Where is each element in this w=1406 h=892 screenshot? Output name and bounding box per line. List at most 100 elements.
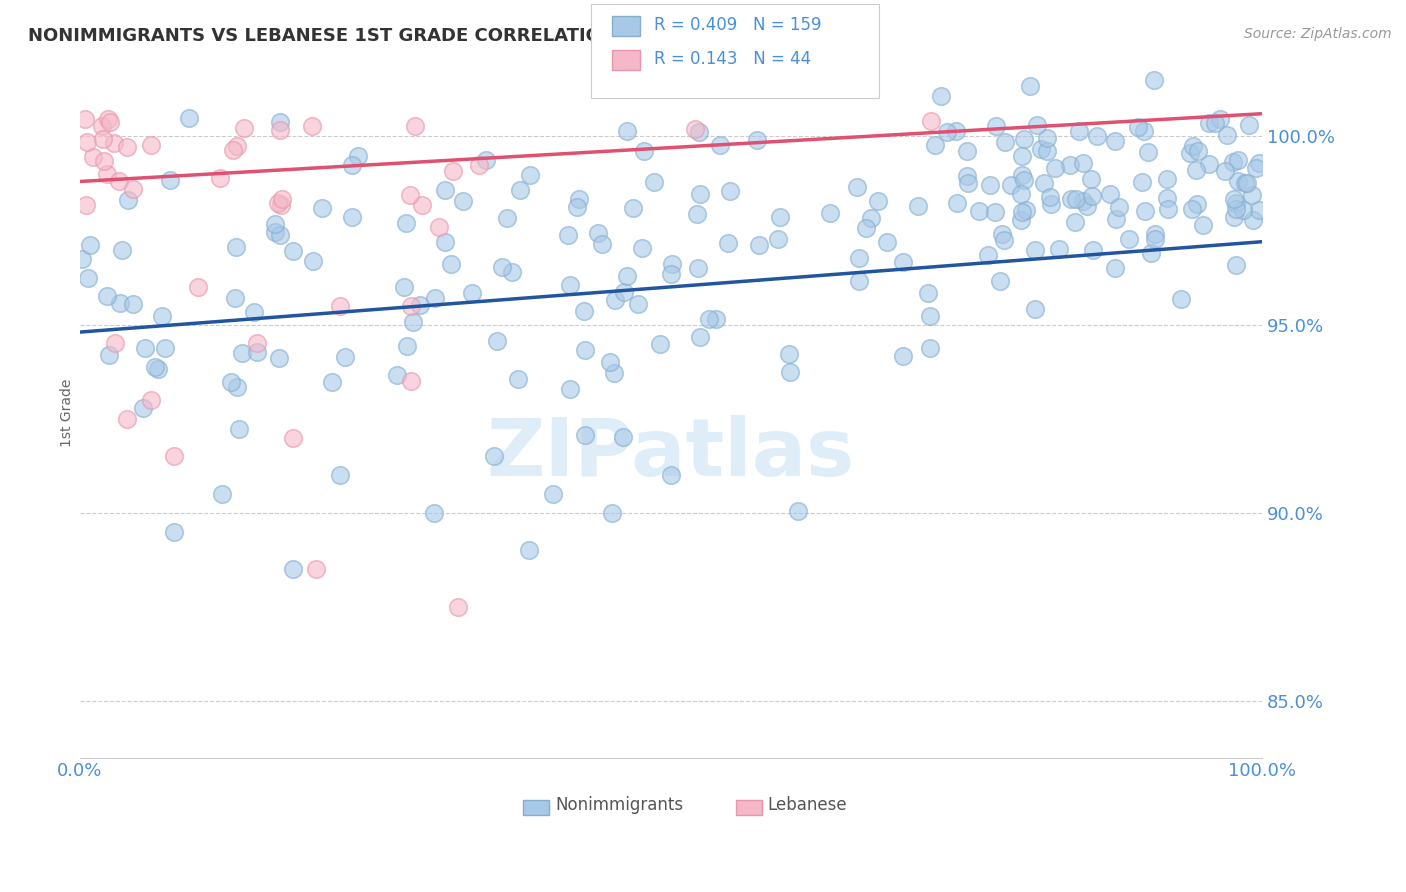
Point [1170, 292, 1192, 306]
Point [1011, 169, 1033, 183]
Point [1133, 204, 1156, 219]
Point [98, 115, 121, 129]
Point [153, 341, 176, 355]
Point [231, 345, 253, 359]
Point [1216, 128, 1239, 142]
Point [475, 153, 498, 167]
Point [96, 167, 118, 181]
Point [983, 205, 1005, 219]
Point [1223, 192, 1246, 206]
Point [648, 337, 671, 351]
Point [659, 468, 682, 483]
Point [76, 135, 98, 149]
Text: R = 0.409   N = 159: R = 0.409 N = 159 [654, 16, 821, 34]
Point [920, 341, 942, 355]
Point [329, 468, 352, 483]
Text: Nonimmigrants: Nonimmigrants [555, 796, 683, 814]
Point [1227, 153, 1250, 167]
Point [1240, 187, 1263, 202]
Text: NONIMMIGRANTS VS LEBANESE 1ST GRADE CORRELATION CHART: NONIMMIGRANTS VS LEBANESE 1ST GRADE CORR… [28, 27, 690, 45]
Point [1099, 187, 1122, 202]
Point [97, 112, 120, 127]
Point [139, 392, 162, 407]
Point [96, 289, 118, 303]
Point [1047, 242, 1070, 256]
Point [187, 280, 209, 294]
Point [859, 211, 882, 226]
Point [769, 210, 792, 224]
Point [411, 197, 433, 211]
Point [98, 348, 121, 362]
Point [1039, 196, 1062, 211]
Point [1222, 155, 1244, 169]
Point [519, 168, 541, 182]
Point [269, 228, 291, 243]
Point [686, 207, 709, 221]
Point [70, 252, 93, 266]
Point [893, 349, 915, 363]
Point [440, 257, 463, 271]
Point [228, 421, 250, 435]
Point [572, 304, 595, 318]
Point [1064, 192, 1087, 206]
Point [541, 487, 564, 501]
Point [163, 524, 186, 539]
Point [1198, 115, 1220, 129]
Point [718, 184, 741, 198]
Point [177, 111, 200, 125]
Point [342, 158, 364, 172]
Point [613, 285, 636, 300]
Point [224, 291, 246, 305]
Point [631, 241, 654, 255]
Point [1029, 142, 1052, 156]
Point [1204, 116, 1226, 130]
Point [586, 227, 609, 241]
Point [1026, 118, 1049, 132]
Point [1011, 205, 1033, 219]
Point [1033, 176, 1056, 190]
Point [956, 169, 979, 183]
Point [305, 562, 328, 576]
Point [945, 124, 967, 138]
Point [283, 244, 305, 258]
Point [311, 201, 333, 215]
Point [1104, 260, 1126, 275]
Point [211, 487, 233, 501]
Point [574, 343, 596, 357]
Point [988, 274, 1011, 288]
Point [267, 196, 290, 211]
Point [688, 125, 710, 139]
Point [1232, 202, 1254, 217]
Point [395, 339, 418, 353]
Point [433, 235, 456, 250]
Point [633, 145, 655, 159]
Point [104, 336, 127, 351]
Point [329, 299, 352, 313]
Point [225, 138, 247, 153]
Point [1010, 187, 1032, 202]
Point [993, 233, 1015, 247]
Point [686, 261, 709, 276]
Point [1133, 123, 1156, 137]
Point [1185, 162, 1208, 177]
Point [482, 450, 505, 464]
Point [1126, 120, 1149, 135]
Point [984, 119, 1007, 133]
Point [616, 269, 638, 284]
FancyBboxPatch shape [523, 799, 550, 814]
Point [1187, 144, 1209, 158]
Point [90, 119, 112, 133]
Point [269, 115, 291, 129]
Point [1071, 194, 1094, 208]
Point [75, 112, 97, 126]
Point [143, 360, 166, 375]
Point [392, 279, 415, 293]
Point [574, 427, 596, 442]
Point [447, 599, 470, 614]
Point [1156, 171, 1178, 186]
Point [243, 305, 266, 319]
Point [395, 216, 418, 230]
Point [689, 330, 711, 344]
Point [1036, 144, 1059, 158]
Point [163, 450, 186, 464]
